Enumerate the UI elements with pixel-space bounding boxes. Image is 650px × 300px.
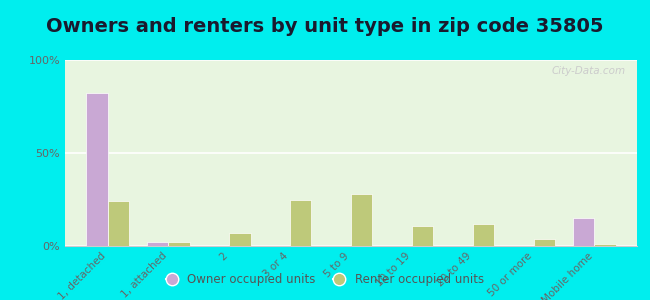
Bar	[412, 226, 433, 246]
Bar	[290, 200, 311, 246]
Legend: Owner occupied units, Renter occupied units: Owner occupied units, Renter occupied un…	[161, 269, 489, 291]
Bar	[86, 94, 108, 246]
Bar	[108, 201, 129, 246]
Bar	[147, 242, 168, 246]
Bar	[534, 238, 555, 246]
Bar	[229, 233, 251, 246]
Text: Owners and renters by unit type in zip code 35805: Owners and renters by unit type in zip c…	[46, 17, 604, 37]
Bar	[351, 194, 372, 246]
Text: City-Data.com: City-Data.com	[551, 66, 625, 76]
Bar	[168, 242, 190, 246]
Bar	[594, 244, 616, 246]
Bar	[573, 218, 594, 246]
Bar	[473, 224, 494, 246]
